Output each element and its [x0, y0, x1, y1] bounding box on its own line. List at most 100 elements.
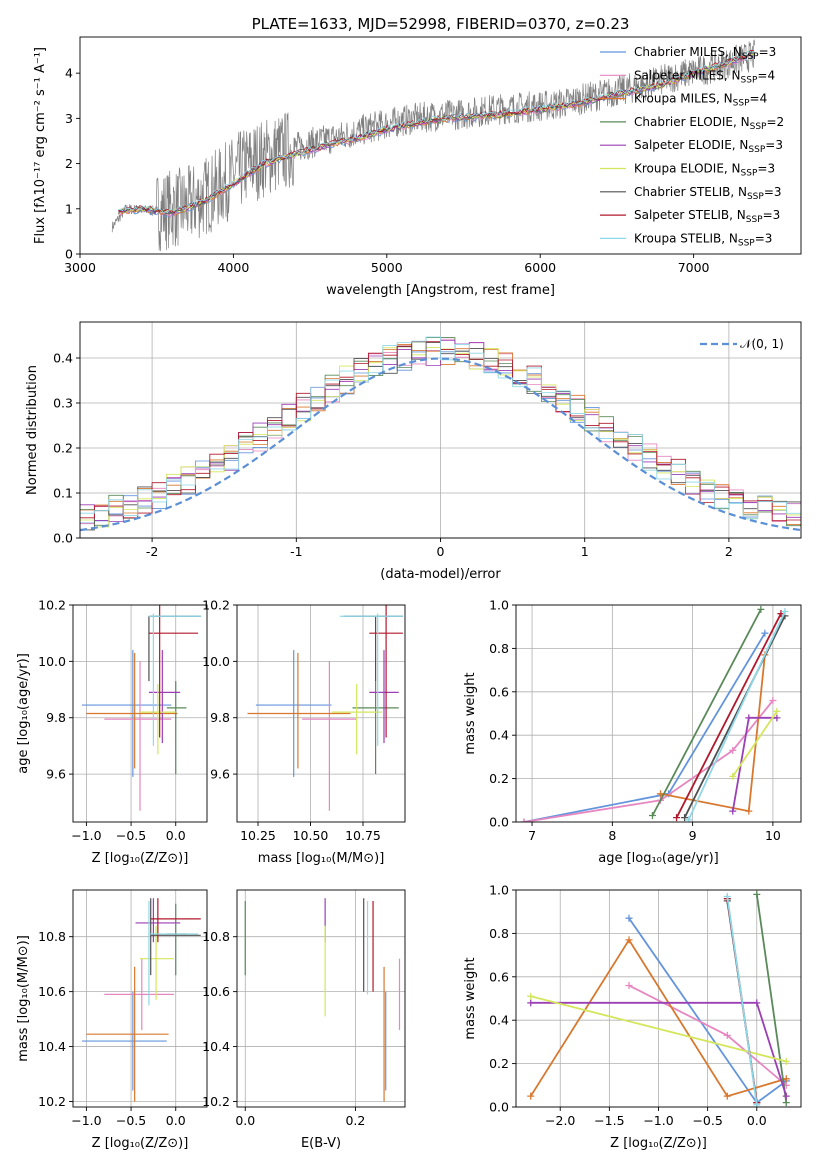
- weight-line-4: [731, 716, 777, 812]
- panel-mass_vs_Z: −1.0 −0.5 0.0 10.2 10.4 10.6 10.8 Z [log₁₀(Z/Z⊙…: [16, 889, 208, 1151]
- weight-marker-0: [761, 629, 769, 637]
- legend-name: Kroupa STELIB, N: [634, 231, 738, 245]
- y-tick-label: 10.8: [202, 929, 230, 944]
- legend-label-2: Kroupa MILES, NSSP=4: [634, 92, 767, 109]
- x-tick-label: 0: [437, 544, 445, 559]
- x-tick-label: 9: [689, 828, 697, 843]
- legend-label-7: Salpeter STELIB, NSSP=3: [634, 208, 780, 225]
- y-tick-label: 0.1: [53, 486, 73, 501]
- x-tick-label: 10: [765, 828, 781, 843]
- y-tick-label: 0.2: [489, 771, 509, 786]
- x-tick-label: 0.0: [166, 828, 186, 843]
- legend-suffix: =3: [755, 231, 773, 245]
- legend-name: Chabrier ELODIE, N: [634, 115, 750, 129]
- x-axis-label: Z [log₁₀(Z/Z⊙)]: [610, 1136, 707, 1151]
- panel-spectrum: 3000 4000 5000 6000 7000 0 1 2 3 4 wavelength [Ang…: [33, 36, 802, 298]
- y-tick-label: 9.8: [210, 710, 230, 725]
- weight-marker-3: [648, 811, 656, 819]
- legend-sub: SSP: [741, 75, 758, 85]
- weight-line-3: [651, 608, 762, 816]
- x-axis-label: E(B-V): [301, 1136, 341, 1151]
- legend-sub: SSP: [747, 192, 764, 202]
- weight-marker-7: [673, 814, 681, 822]
- y-axis-label: mass weight: [463, 672, 478, 754]
- x-tick-label: 1: [581, 544, 589, 559]
- y-tick-label: 10.2: [38, 598, 66, 613]
- legend-name: Salpeter MILES, N: [634, 68, 741, 82]
- y-tick-label: 0.8: [489, 926, 509, 941]
- weight-line-3: [755, 894, 788, 1103]
- axes-frame: [515, 889, 802, 1108]
- legend-label-gaussian: 𝒩(0, 1): [740, 337, 784, 351]
- legend-label-6: Chabrier STELIB, NSSP=3: [634, 185, 782, 202]
- legend-name: Salpeter STELIB, N: [634, 208, 746, 222]
- x-tick-label: 10.50: [293, 828, 329, 843]
- x-tick-label: 4000: [217, 260, 249, 275]
- y-tick-label: 0: [65, 247, 73, 262]
- weight-marker-4: [753, 999, 761, 1007]
- axes-frame: [79, 36, 802, 255]
- y-tick-label: 9.6: [210, 767, 230, 782]
- y-tick-label: 0.0: [53, 531, 73, 546]
- legend-sub: SSP: [746, 215, 763, 225]
- weight-marker-4: [745, 714, 753, 722]
- y-tick-label: 10.8: [38, 929, 66, 944]
- y-axis-label: Normed distribution: [25, 365, 40, 495]
- weight-marker-4: [527, 999, 535, 1007]
- legend-suffix: =3: [763, 208, 781, 222]
- weight-marker-8: [781, 608, 789, 616]
- residual-histogram-8: [80, 336, 801, 520]
- gaussian-curve: [80, 357, 801, 532]
- axes-frame: [72, 604, 208, 823]
- y-tick-label: 9.8: [46, 710, 66, 725]
- weight-marker-1: [723, 1031, 731, 1039]
- plot-area: [247, 605, 403, 811]
- legend-label-3: Chabrier ELODIE, NSSP=2: [634, 115, 784, 132]
- x-tick-label: 0.0: [166, 1113, 186, 1128]
- y-tick-label: 10.4: [38, 1039, 66, 1054]
- weight-marker-3: [757, 605, 765, 613]
- axes-frame: [236, 889, 406, 1108]
- panel-age_vs_Z: −1.0 −0.5 0.0 9.6 9.8 10.0 10.2 Z [log₁₀(Z/Z⊙)]…: [16, 598, 208, 866]
- y-tick-label: 10.2: [202, 598, 230, 613]
- weight-marker-0: [625, 914, 633, 922]
- weight-line-2: [660, 654, 766, 813]
- weight-marker-3: [782, 1099, 790, 1107]
- panel-age_vs_mass: 10.25 10.50 10.75 9.6 9.8 10.0 10.2 mass [log₁₀…: [202, 598, 406, 866]
- y-tick-label: 10.6: [202, 984, 230, 999]
- weight-marker-2: [657, 790, 665, 798]
- y-tick-label: 0.2: [53, 441, 73, 456]
- data-spectrum-line: [111, 39, 756, 252]
- x-tick-label: −0.5: [116, 828, 146, 843]
- x-tick-label: 8: [608, 828, 616, 843]
- y-tick-label: 1: [65, 201, 73, 216]
- x-axis-label: wavelength [Angstrom, rest frame]: [326, 283, 555, 298]
- y-tick-label: 0.4: [489, 1013, 509, 1028]
- legend-sub: SSP: [742, 52, 759, 62]
- y-tick-label: 10.2: [202, 1094, 230, 1109]
- y-tick-label: 0.0: [489, 1100, 509, 1115]
- plot-area: [81, 605, 201, 811]
- chart-title: PLATE=1633, MJD=52998, FIBERID=0370, z=0…: [252, 15, 630, 33]
- y-axis-label: mass [log₁₀(M/M⊙)]: [16, 935, 31, 1062]
- x-axis-label: Z [log₁₀(Z/Z⊙)]: [92, 1136, 189, 1151]
- y-tick-label: 4: [65, 66, 73, 81]
- legend-sub: SSP: [750, 122, 767, 132]
- y-tick-label: 0.3: [53, 396, 73, 411]
- x-tick-label: −2.0: [545, 1113, 575, 1128]
- x-tick-label: 6000: [524, 260, 556, 275]
- legend-label-0: Chabrier MILES, NSSP=3: [634, 45, 776, 62]
- legend-suffix: =4: [757, 68, 775, 82]
- x-tick-label: 5000: [371, 260, 403, 275]
- weight-line-8: [726, 896, 758, 1105]
- legend-suffix: =3: [757, 162, 775, 176]
- weight-marker-1: [769, 696, 777, 704]
- weight-marker-1: [729, 746, 737, 754]
- y-axis-label: mass weight: [463, 957, 478, 1039]
- legend-sub: SSP: [733, 99, 750, 109]
- y-tick-label: 0.2: [489, 1056, 509, 1071]
- panel-residuals: -2 -1 0 1 2 0.0 0.1 0.2 0.3 0.4 (data-model)/error…: [25, 321, 802, 582]
- plot-area: [81, 898, 201, 1102]
- weight-line-7: [675, 613, 782, 819]
- weight-marker-2: [745, 807, 753, 815]
